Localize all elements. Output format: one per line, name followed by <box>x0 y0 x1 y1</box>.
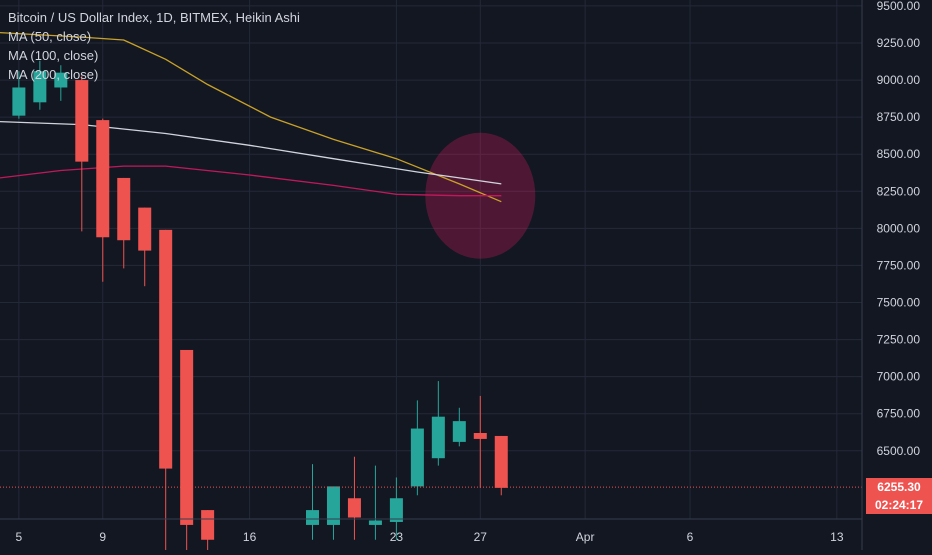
candle-body <box>138 207 152 251</box>
legend-ma-50[interactable]: MA (50, close) <box>8 29 92 44</box>
x-tick-label: 9 <box>99 530 106 544</box>
ma-line-0 <box>0 31 502 203</box>
candle-body <box>75 80 89 162</box>
y-tick-label: 8500.00 <box>877 147 921 161</box>
candle-body <box>12 87 26 116</box>
y-tick-label: 7250.00 <box>877 333 921 347</box>
candle-body <box>159 229 173 469</box>
legend-ma-200[interactable]: MA (200, close) <box>8 67 99 82</box>
candle-body <box>473 432 487 439</box>
last-price-label: 6255.30 <box>866 478 932 497</box>
candle-body <box>389 498 403 522</box>
x-tick-label: 27 <box>474 530 488 544</box>
y-tick-label: 7750.00 <box>877 258 921 272</box>
legend-ma-100[interactable]: MA (100, close) <box>8 48 99 63</box>
candle-body <box>117 177 131 241</box>
candle-body <box>305 510 320 525</box>
axes[interactable]: 9500.00 9250.00 9000.00 8750.00 8500.00 8250.… <box>0 0 920 550</box>
candle-body <box>431 416 445 459</box>
candle-body <box>96 120 110 238</box>
bar-countdown-label: 02:24:17 <box>866 496 932 515</box>
y-tick-label: 8000.00 <box>877 221 921 235</box>
x-tick-label: 16 <box>243 530 257 544</box>
y-tick-label: 9250.00 <box>877 36 921 50</box>
x-tick-label: Apr <box>576 530 595 544</box>
candle-body <box>368 520 382 525</box>
y-tick-label: 8250.00 <box>877 184 921 198</box>
candle-body <box>347 498 361 518</box>
y-tick-label: 9500.00 <box>877 0 921 13</box>
x-tick-label: 13 <box>830 530 844 544</box>
y-tick-label: 6750.00 <box>877 407 921 421</box>
x-tick-label: 6 <box>687 530 694 544</box>
candle-body <box>33 71 47 103</box>
y-tick-label: 9000.00 <box>877 73 921 87</box>
y-tick-label: 8750.00 <box>877 110 921 124</box>
candle-body <box>452 421 466 442</box>
chart-legend: Bitcoin / US Dollar Index, 1D, BITMEX, H… <box>8 8 300 84</box>
y-tick-label: 6500.00 <box>877 444 921 458</box>
y-tick-label: 7000.00 <box>877 370 921 384</box>
candle-body <box>494 435 508 488</box>
candles <box>12 60 508 555</box>
candle-body <box>54 72 68 88</box>
grid-lines <box>0 0 862 519</box>
x-tick-label: 5 <box>16 530 23 544</box>
candle-body <box>410 428 424 487</box>
x-tick-label: 23 <box>390 530 404 544</box>
ma-line-1 <box>0 120 502 185</box>
chart-title[interactable]: Bitcoin / US Dollar Index, 1D, BITMEX, H… <box>8 10 300 25</box>
y-tick-label: 7500.00 <box>877 296 921 310</box>
candle-body <box>180 349 194 525</box>
candle-body <box>326 486 340 525</box>
candle-body <box>201 510 215 540</box>
